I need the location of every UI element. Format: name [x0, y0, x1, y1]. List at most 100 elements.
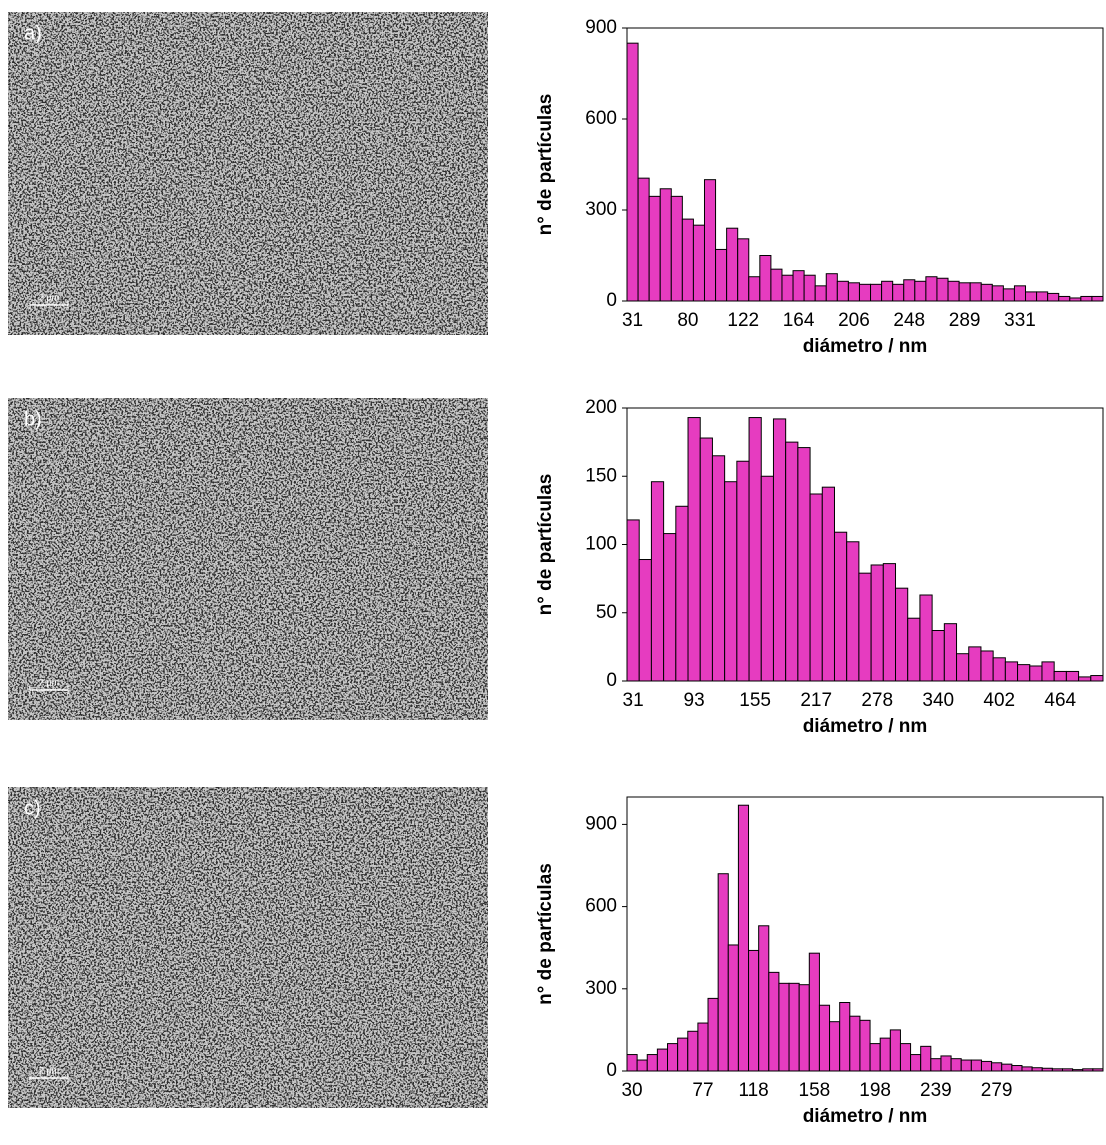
scale-bar-label: 2 µm [39, 677, 59, 687]
y-tick-label: 300 [585, 199, 617, 220]
x-axis-label: diámetro / nm [803, 716, 928, 737]
y-tick-label: 0 [606, 1060, 617, 1081]
x-tick-label: 278 [861, 690, 893, 711]
bar [772, 418, 787, 682]
bar [859, 1019, 871, 1072]
bar [803, 274, 816, 302]
scale-bar-label: 2 µm [39, 1065, 59, 1075]
bar [681, 218, 694, 302]
bar [907, 617, 921, 682]
bar [663, 533, 677, 682]
y-tick-label: 100 [585, 534, 617, 555]
x-tick-label: 158 [799, 1080, 831, 1101]
bar [919, 594, 933, 682]
bar [798, 984, 810, 1072]
bar [895, 587, 909, 682]
bar [870, 564, 884, 682]
bar [1025, 291, 1038, 302]
x-tick-label: 122 [727, 310, 759, 331]
bar [648, 195, 661, 302]
y-tick-label: 900 [585, 17, 617, 38]
x-tick-label: 289 [949, 310, 981, 331]
bar [882, 563, 897, 682]
bar [940, 1055, 952, 1072]
bar [969, 282, 982, 302]
bar [980, 283, 993, 302]
y-tick-label: 600 [585, 108, 617, 129]
bar [991, 1062, 1003, 1072]
bar [821, 486, 835, 682]
bar [836, 280, 849, 302]
bar [992, 657, 1006, 682]
x-tick-label: 164 [783, 310, 815, 331]
bar [1029, 665, 1043, 682]
bar [910, 1054, 922, 1072]
bar [748, 949, 760, 1072]
bar [636, 1059, 648, 1072]
bar [770, 268, 783, 302]
bar [717, 873, 729, 1072]
bar [687, 417, 701, 682]
bar [724, 481, 738, 682]
x-tick-label: 93 [684, 690, 705, 711]
bar [726, 227, 739, 302]
bar [1053, 670, 1067, 682]
bar [781, 274, 794, 302]
x-tick-label: 340 [922, 690, 954, 711]
sem-image [8, 398, 488, 720]
y-tick-label: 50 [596, 602, 617, 623]
bar [858, 572, 872, 682]
y-axis-label: n° de partículas [535, 94, 556, 236]
bar [736, 460, 750, 682]
bar [825, 273, 838, 302]
bar [1047, 292, 1060, 302]
x-tick-label: 248 [893, 310, 925, 331]
bar [920, 1045, 932, 1072]
panel-label: a) [24, 22, 42, 44]
bar [759, 255, 772, 302]
bar [808, 952, 820, 1072]
bar [846, 541, 860, 682]
bar [881, 280, 894, 302]
bar [930, 1058, 942, 1072]
plot-frame [626, 27, 1104, 302]
bar [829, 1021, 841, 1072]
bar [1058, 295, 1071, 302]
bar [675, 505, 689, 682]
bar [637, 177, 650, 302]
bar [758, 925, 770, 1072]
x-tick-label: 402 [983, 690, 1015, 711]
bar [1017, 664, 1031, 682]
panel-label: b) [24, 408, 42, 430]
x-tick-label: 198 [859, 1080, 891, 1101]
bar [849, 1015, 861, 1072]
bar [1021, 1066, 1033, 1072]
bar [715, 248, 728, 302]
bar [947, 280, 960, 302]
x-axis-label: diámetro / nm [803, 1106, 928, 1127]
bar [1091, 295, 1104, 302]
bar [638, 559, 652, 682]
bar [869, 1043, 881, 1072]
x-tick-label: 239 [920, 1080, 952, 1101]
bar [925, 276, 938, 302]
bar [968, 646, 982, 682]
bar [809, 493, 823, 682]
bar [858, 283, 872, 302]
bar [1080, 295, 1093, 302]
bar [889, 1029, 901, 1072]
bar [760, 475, 774, 682]
bar [677, 1037, 689, 1072]
bar [1041, 661, 1055, 682]
bar [626, 519, 640, 682]
bar [703, 179, 717, 302]
bar [956, 653, 970, 682]
bar [697, 1022, 709, 1072]
bar [991, 285, 1004, 302]
bar [943, 623, 958, 682]
bar [748, 276, 761, 302]
y-tick-label: 200 [585, 397, 617, 418]
bar [737, 804, 750, 1072]
bar [958, 282, 971, 302]
